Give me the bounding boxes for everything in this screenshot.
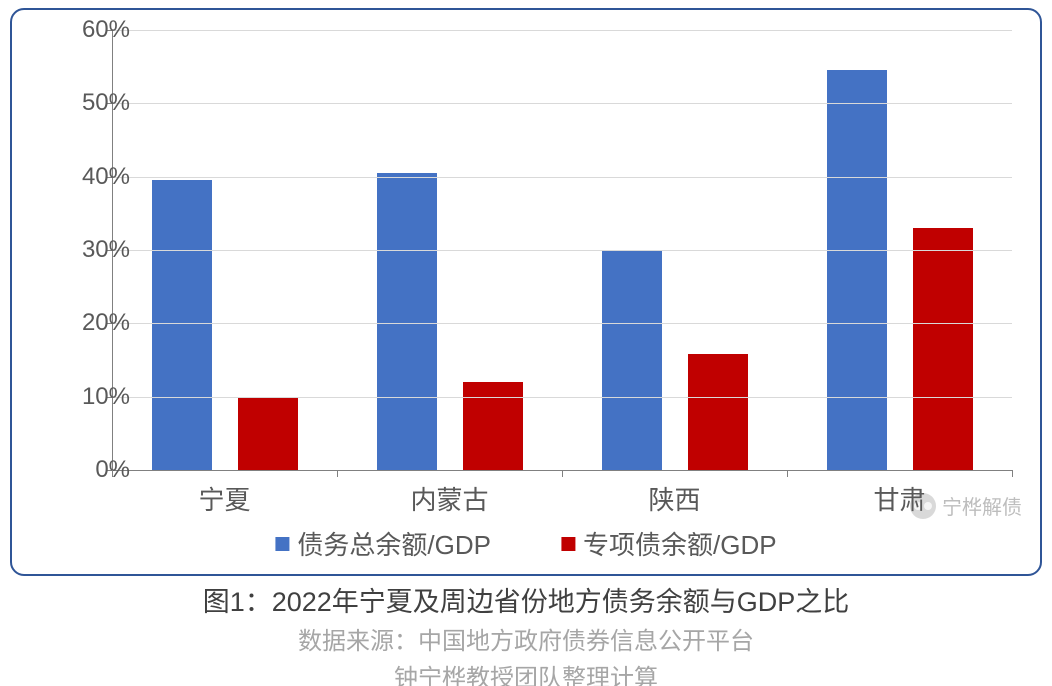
x-tick-mark [337,470,338,477]
bar [827,70,887,470]
gridline [112,397,1012,398]
caption-title: 图1：2022年宁夏及周边省份地方债务余额与GDP之比 [10,580,1042,619]
y-tick-label: 0% [50,456,130,484]
caption-source: 数据来源：中国地方政府债券信息公开平台 [10,621,1042,656]
legend-label-1: 专项债余额/GDP [583,525,777,562]
legend: 债务总余额/GDP 专项债余额/GDP [275,525,776,562]
gridline [112,177,1012,178]
bar [913,228,973,470]
bar [463,382,523,470]
x-category-label: 甘肃 [873,480,925,517]
legend-swatch-1 [561,537,575,551]
x-category-label: 陕西 [648,480,700,517]
watermark: 宁桦解债 [910,491,1022,520]
bar [688,354,748,470]
watermark-text: 宁桦解债 [942,491,1022,520]
x-category-label: 内蒙古 [410,480,488,517]
legend-label-0: 债务总余额/GDP [297,525,491,562]
bar [602,251,662,470]
x-tick-mark [787,470,788,477]
y-tick-label: 40% [50,163,130,191]
bar [377,173,437,470]
bar [152,180,212,470]
y-tick-label: 50% [50,89,130,117]
gridline [112,103,1012,104]
y-tick-label: 30% [50,236,130,264]
y-tick-label: 60% [50,16,130,44]
caption-credit: 钟宁桦教授团队整理计算 [10,658,1042,686]
plot-area [112,30,1012,470]
legend-item-1: 专项债余额/GDP [561,525,777,562]
x-tick-mark [112,470,113,477]
bar [238,397,298,470]
y-tick-label: 10% [50,383,130,411]
captions: 图1：2022年宁夏及周边省份地方债务余额与GDP之比 数据来源：中国地方政府债… [10,580,1042,686]
y-tick-label: 20% [50,309,130,337]
gridline [112,30,1012,31]
legend-item-0: 债务总余额/GDP [275,525,491,562]
gridline [112,323,1012,324]
legend-swatch-0 [275,537,289,551]
x-tick-mark [562,470,563,477]
chart-frame: 债务总余额/GDP 专项债余额/GDP 宁桦解债 0% 10% 20% 30% 40% 5… [10,8,1042,576]
x-tick-mark [1012,470,1013,477]
gridline [112,250,1012,251]
x-category-label: 宁夏 [198,480,250,517]
